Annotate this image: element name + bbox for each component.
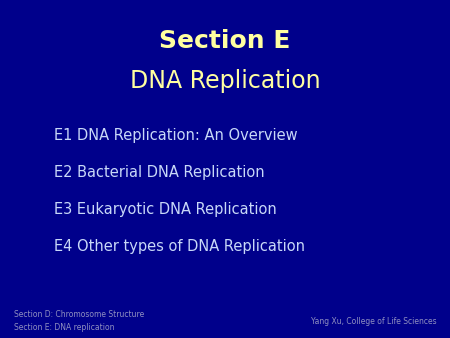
Text: E2 Bacterial DNA Replication: E2 Bacterial DNA Replication	[54, 165, 265, 180]
Text: Section E: Section E	[159, 28, 291, 53]
Text: E4 Other types of DNA Replication: E4 Other types of DNA Replication	[54, 239, 305, 254]
Text: DNA Replication: DNA Replication	[130, 69, 320, 93]
Text: Section D: Chromosome Structure
Section E: DNA replication: Section D: Chromosome Structure Section …	[14, 310, 144, 332]
Text: E3 Eukaryotic DNA Replication: E3 Eukaryotic DNA Replication	[54, 202, 277, 217]
Text: Yang Xu, College of Life Sciences: Yang Xu, College of Life Sciences	[311, 317, 436, 325]
Text: E1 DNA Replication: An Overview: E1 DNA Replication: An Overview	[54, 128, 297, 143]
